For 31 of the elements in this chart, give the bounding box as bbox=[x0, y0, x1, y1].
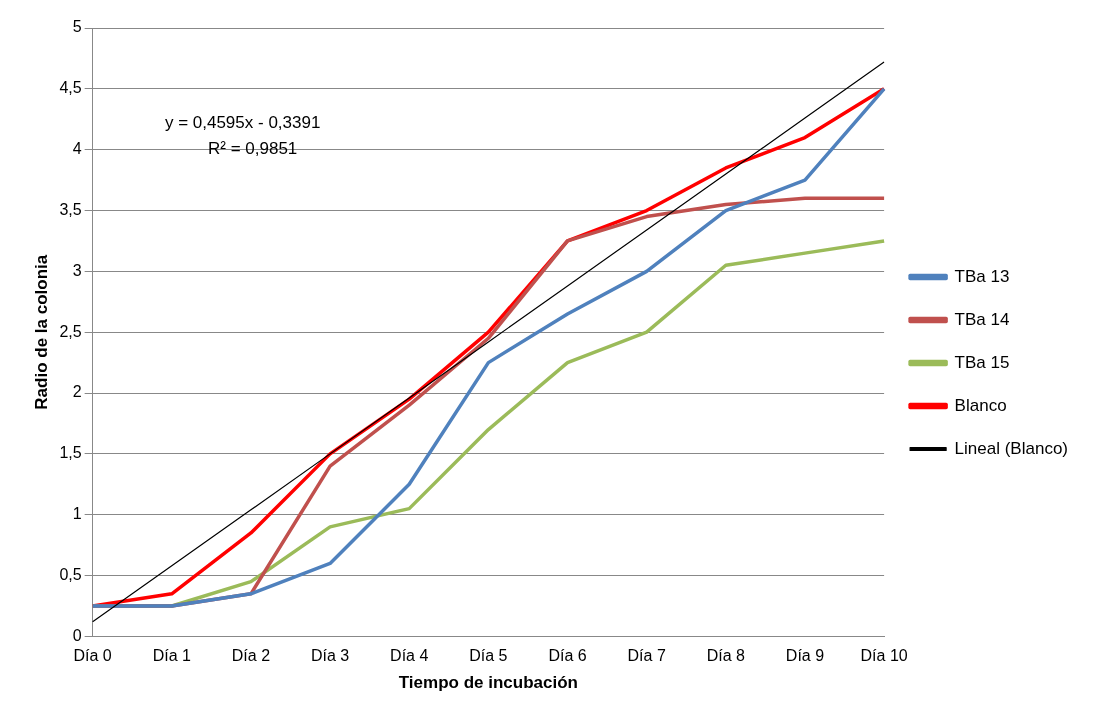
y-tick-label: 3 bbox=[72, 261, 82, 279]
legend-label: TBa 13 bbox=[954, 266, 1010, 286]
y-tick-label: 1 bbox=[72, 505, 82, 523]
y-tick-label: 1,5 bbox=[59, 444, 82, 462]
x-tick-label: Día 8 bbox=[706, 647, 746, 665]
x-tick-label: Día 7 bbox=[627, 647, 666, 665]
y-tick-label: 0 bbox=[72, 626, 82, 644]
y-tick-label: 0,5 bbox=[59, 565, 82, 583]
legend-label: Lineal (Blanco) bbox=[954, 438, 1069, 458]
y-tick-label: 5 bbox=[72, 18, 82, 36]
y-tick-label: 2 bbox=[72, 383, 82, 401]
legend-label: TBa 15 bbox=[954, 352, 1010, 372]
y-tick-label: 4 bbox=[72, 140, 82, 158]
x-tick-label: Día 6 bbox=[548, 647, 587, 665]
x-axis-title: Tiempo de incubación bbox=[398, 673, 578, 693]
annotation: y = 0,4595x - 0,3391 bbox=[164, 113, 321, 132]
x-tick-label: Día 1 bbox=[152, 647, 192, 665]
legend-label: Blanco bbox=[954, 395, 1007, 415]
x-tick-label: Día 9 bbox=[785, 647, 825, 665]
x-tick-label: Día 5 bbox=[469, 647, 508, 665]
y-tick-label: 4,5 bbox=[59, 79, 82, 97]
y-tick-label: 2,5 bbox=[59, 322, 82, 340]
y-tick-label: 3,5 bbox=[59, 200, 82, 218]
y-axis-title: Radio de la colonia bbox=[31, 254, 51, 410]
annotation: R² = 0,9851 bbox=[207, 139, 298, 158]
x-tick-label: Día 2 bbox=[231, 647, 271, 665]
x-tick-label: Día 10 bbox=[860, 647, 908, 665]
x-tick-label: Día 3 bbox=[310, 647, 350, 665]
legend-label: TBa 14 bbox=[954, 309, 1010, 329]
x-tick-label: Día 4 bbox=[390, 647, 429, 665]
x-tick-label: Día 0 bbox=[73, 647, 112, 665]
